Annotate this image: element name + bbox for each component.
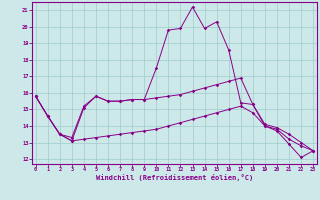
X-axis label: Windchill (Refroidissement éolien,°C): Windchill (Refroidissement éolien,°C) [96,174,253,181]
